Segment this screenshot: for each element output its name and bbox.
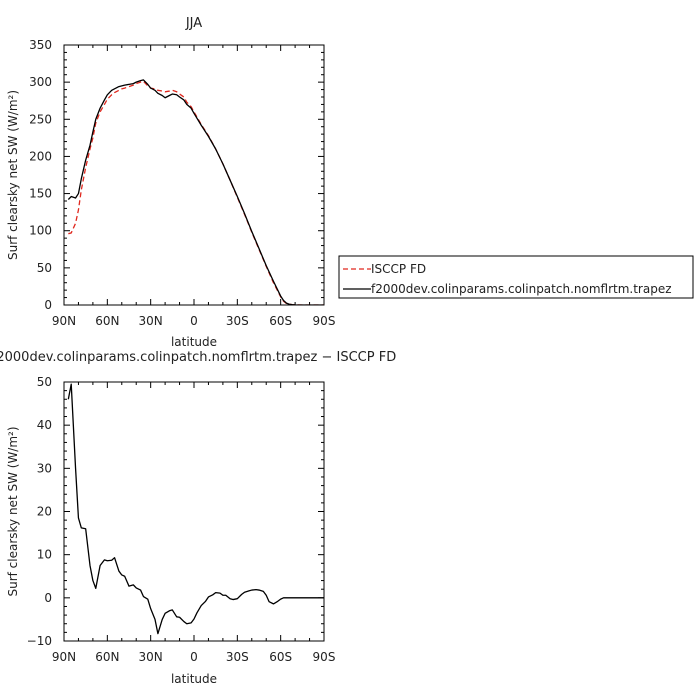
top-x-tick-label: 30N: [139, 314, 163, 328]
bottom-panel: 90N 60N 30N 0 30S 60S 90S −10 0 10 20 30 40 50 f2000de…: [0, 350, 396, 686]
bottom-y-tick-label: 10: [37, 548, 52, 562]
top-x-tick-label: 60N: [95, 314, 119, 328]
top-y-tick-label: 100: [29, 224, 52, 238]
top-x-tick-label: 90S: [313, 314, 336, 328]
bottom-y-tick-label: 40: [37, 418, 52, 432]
bottom-x-tick-label: 0: [190, 650, 198, 664]
bottom-x-tick-label: 90N: [52, 650, 76, 664]
bottom-x-tick-label: 60S: [269, 650, 292, 664]
bottom-y-tick-label: 30: [37, 461, 52, 475]
bottom-x-tick-label: 30S: [226, 650, 249, 664]
top-y-tick-label: 150: [29, 187, 52, 201]
top-x-tick-label: 0: [190, 314, 198, 328]
top-y-tick-label: 350: [29, 38, 52, 52]
bottom-y-axis-label: Surf clearsky net SW (W/m²): [6, 426, 20, 596]
top-y-tick-label: 300: [29, 75, 52, 89]
top-plot-frame: [63, 44, 325, 306]
bottom-x-tick-label: 90S: [313, 650, 336, 664]
legend-label-0: ISCCP FD: [371, 262, 426, 276]
bottom-y-tick-label: 20: [37, 505, 52, 519]
top-series-line-1: [67, 79, 324, 305]
top-chart-title: JJA: [185, 16, 202, 31]
bottom-x-tick-label: 30N: [139, 650, 163, 664]
bottom-y-tick-label: −10: [27, 634, 52, 648]
bottom-x-tick-label: 60N: [95, 650, 119, 664]
bottom-y-tick-label: 50: [37, 375, 52, 389]
top-series-line-0: [68, 80, 324, 305]
legend-label-1: f2000dev.colinparams.colinpatch.nomflrtm…: [371, 282, 672, 296]
top-x-axis-label: latitude: [171, 335, 217, 349]
legend-box: [338, 255, 694, 299]
bottom-x-axis-label: latitude: [171, 672, 217, 686]
top-panel: 90N 60N 30N 0 30S 60S 90S 0 50 100 150 200 250 300 350…: [6, 16, 335, 349]
bottom-y-tick-label: 0: [44, 591, 52, 605]
top-y-tick-label: 200: [29, 149, 52, 163]
top-x-tick-label: 60S: [269, 314, 292, 328]
bottom-chart-title: f2000dev.colinparams.colinpatch.nomflrtm…: [0, 350, 396, 365]
legend: ISCCP FD f2000dev.colinparams.colinpatch.…: [338, 255, 694, 299]
bottom-series-line-0: [67, 383, 324, 635]
top-y-tick-label: 0: [44, 298, 52, 312]
top-y-axis-label: Surf clearsky net SW (W/m²): [6, 90, 20, 260]
top-x-tick-label: 90N: [52, 314, 76, 328]
top-y-tick-label: 250: [29, 112, 52, 126]
top-y-tick-label: 50: [37, 261, 52, 275]
bottom-plot-frame: [63, 381, 325, 642]
top-x-tick-label: 30S: [226, 314, 249, 328]
